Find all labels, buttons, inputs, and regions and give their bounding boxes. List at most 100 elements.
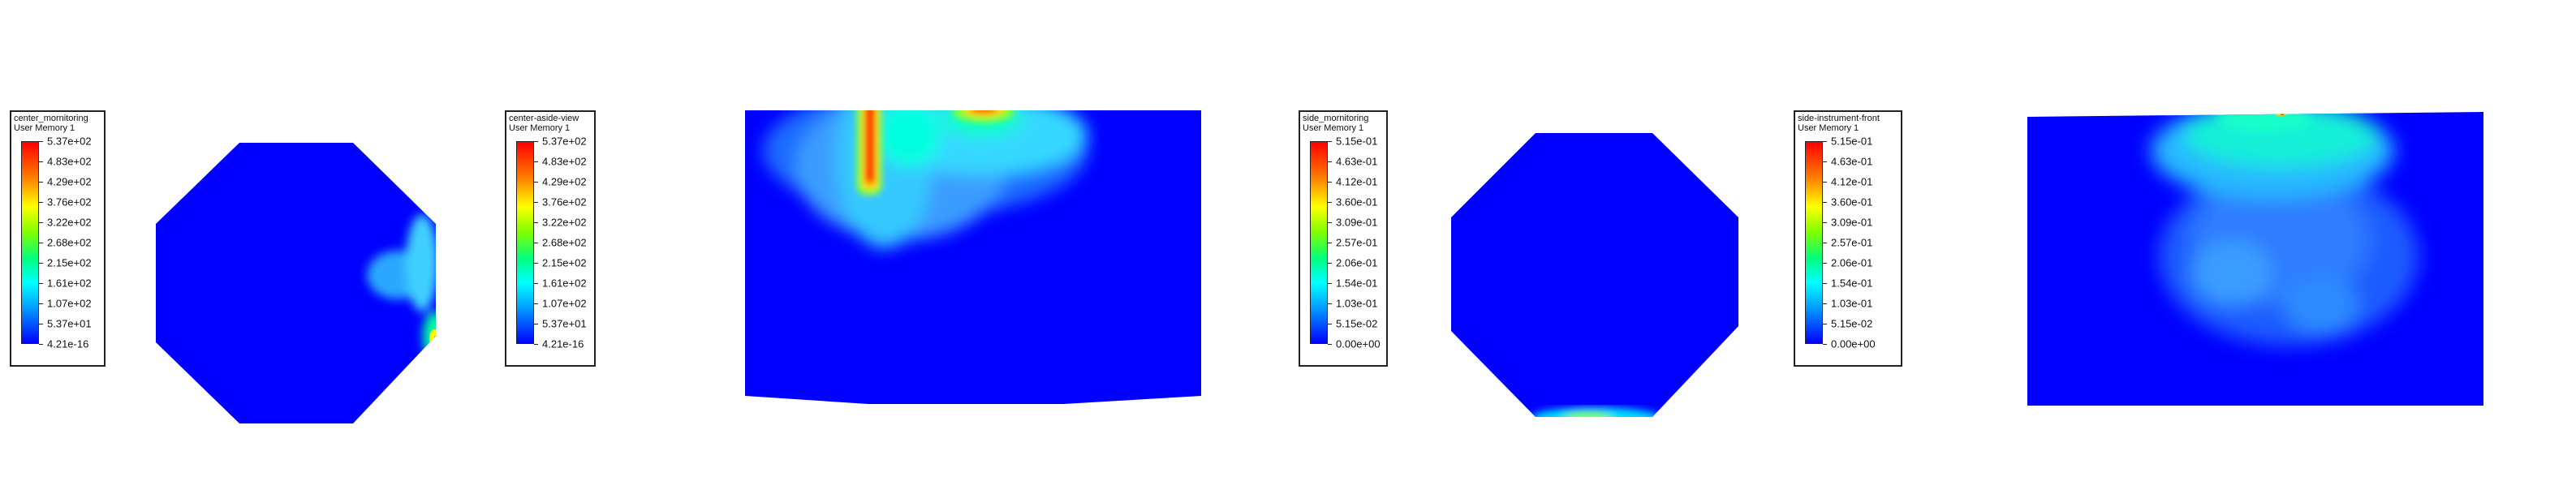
legend-tick	[1328, 263, 1332, 264]
legend-tick	[534, 141, 538, 142]
legend-tick	[1823, 161, 1827, 162]
legend-tick-label: 4.63e-01	[1831, 155, 1873, 168]
legend-tick	[1328, 141, 1332, 142]
legend-title: side_mornitoring	[1303, 114, 1369, 123]
legend-tick-label: 2.57e-01	[1831, 236, 1873, 249]
legend-tick-label: 4.83e+02	[47, 155, 92, 168]
legend-tick-label: 4.21e-16	[542, 337, 584, 350]
legend-title: center-aside-view	[509, 114, 579, 123]
legend-tick-label: 5.15e-01	[1336, 135, 1378, 148]
legend-tick-label: 5.37e+02	[47, 135, 92, 148]
legend-tick-label: 3.76e+02	[47, 196, 92, 208]
legend-tick	[39, 344, 43, 345]
legend-tick-label: 3.60e-01	[1831, 196, 1873, 208]
legend-tick-label: 2.15e+02	[542, 256, 587, 269]
legend-tick-label: 1.07e+02	[47, 297, 92, 310]
legend-tick	[39, 141, 43, 142]
legend-tick-label: 5.15e-02	[1831, 317, 1873, 330]
legend-tick-label: 2.06e-01	[1831, 256, 1873, 269]
legend-center-aside-view: center-aside-view User Memory 1 5.37e+02…	[505, 110, 596, 367]
color-scale-bar	[21, 141, 39, 344]
legend-tick	[1328, 161, 1332, 162]
legend-tick-label: 3.09e-01	[1336, 216, 1378, 229]
legend-tick	[534, 344, 538, 345]
legend-tick	[1823, 182, 1827, 183]
legend-tick-label: 4.63e-01	[1336, 155, 1378, 168]
contour-side-mornitoring	[1450, 130, 1742, 422]
legend-tick	[534, 202, 538, 203]
legend-tick	[1823, 141, 1827, 142]
legend-tick-label: 5.15e-01	[1831, 135, 1873, 148]
legend-tick-label: 1.03e-01	[1831, 297, 1873, 310]
legend-tick-label: 1.54e-01	[1336, 277, 1378, 290]
legend-tick-label: 1.03e-01	[1336, 297, 1378, 310]
color-scale-bar	[1310, 141, 1328, 344]
legend-tick-label: 1.61e+02	[47, 277, 92, 290]
legend-tick	[39, 303, 43, 304]
legend-tick	[534, 283, 538, 284]
legend-tick-label: 1.07e+02	[542, 297, 587, 310]
legend-tick	[1328, 283, 1332, 284]
legend-tick	[39, 202, 43, 203]
legend-tick-label: 2.06e-01	[1336, 256, 1378, 269]
legend-title: side-instrument-front	[1798, 114, 1880, 123]
legend-tick	[1328, 202, 1332, 203]
legend-tick	[1328, 182, 1332, 183]
legend-tick	[1823, 344, 1827, 345]
legend-tick	[534, 263, 538, 264]
legend-tick-label: 5.15e-02	[1336, 317, 1378, 330]
contour-center-aside-view	[739, 102, 1209, 410]
legend-tick-label: 4.12e-01	[1831, 175, 1873, 188]
legend-tick	[39, 182, 43, 183]
legend-tick-label: 2.57e-01	[1336, 236, 1378, 249]
legend-tick	[39, 161, 43, 162]
legend-tick-label: 1.61e+02	[542, 277, 587, 290]
legend-tick-label: 1.54e-01	[1831, 277, 1873, 290]
legend-tick	[1328, 222, 1332, 223]
legend-subtitle: User Memory 1	[14, 123, 75, 133]
legend-tick-label: 4.12e-01	[1336, 175, 1378, 188]
legend-tick	[39, 263, 43, 264]
legend-tick-label: 2.15e+02	[47, 256, 92, 269]
legend-tick	[39, 283, 43, 284]
legend-tick	[1823, 222, 1827, 223]
legend-side-mornitoring: side_mornitoring User Memory 1 5.15e-01 4…	[1299, 110, 1388, 367]
legend-tick-label: 4.21e-16	[47, 337, 89, 350]
legend-tick-label: 3.22e+02	[47, 216, 92, 229]
legend-tick-label: 3.76e+02	[542, 196, 587, 208]
legend-tick-label: 5.37e+02	[542, 135, 587, 148]
legend-tick	[534, 161, 538, 162]
legend-title: center_mornitoring	[14, 114, 88, 123]
legend-side-instrument-front: side-instrument-front User Memory 1 5.15…	[1794, 110, 1902, 367]
legend-tick-label: 0.00e+00	[1831, 337, 1876, 350]
legend-tick	[39, 222, 43, 223]
color-scale-bar	[1805, 141, 1823, 344]
legend-tick-label: 0.00e+00	[1336, 337, 1381, 350]
legend-tick	[1328, 344, 1332, 345]
legend-subtitle: User Memory 1	[509, 123, 571, 133]
legend-subtitle: User Memory 1	[1303, 123, 1364, 133]
legend-tick	[1823, 303, 1827, 304]
legend-tick-label: 2.68e+02	[542, 236, 587, 249]
color-scale-bar	[516, 141, 534, 344]
legend-tick-label: 4.29e+02	[542, 175, 587, 188]
legend-tick	[534, 303, 538, 304]
legend-tick-label: 5.37e+01	[47, 317, 92, 330]
legend-subtitle: User Memory 1	[1798, 123, 1859, 133]
legend-tick	[1328, 303, 1332, 304]
legend-tick	[1823, 202, 1827, 203]
legend-tick	[534, 182, 538, 183]
legend-center-mornitoring: center_mornitoring User Memory 1 5.37e+0…	[10, 110, 106, 367]
contour-center-mornitoring	[154, 141, 438, 425]
legend-tick	[1823, 263, 1827, 264]
legend-tick-label: 4.29e+02	[47, 175, 92, 188]
legend-tick-label: 2.68e+02	[47, 236, 92, 249]
legend-tick	[1823, 283, 1827, 284]
legend-tick-label: 3.09e-01	[1831, 216, 1873, 229]
contour-side-instrument-front	[2021, 102, 2492, 410]
legend-tick-label: 4.83e+02	[542, 155, 587, 168]
legend-tick	[534, 222, 538, 223]
legend-tick-label: 3.22e+02	[542, 216, 587, 229]
legend-tick-label: 5.37e+01	[542, 317, 587, 330]
legend-tick-label: 3.60e-01	[1336, 196, 1378, 208]
